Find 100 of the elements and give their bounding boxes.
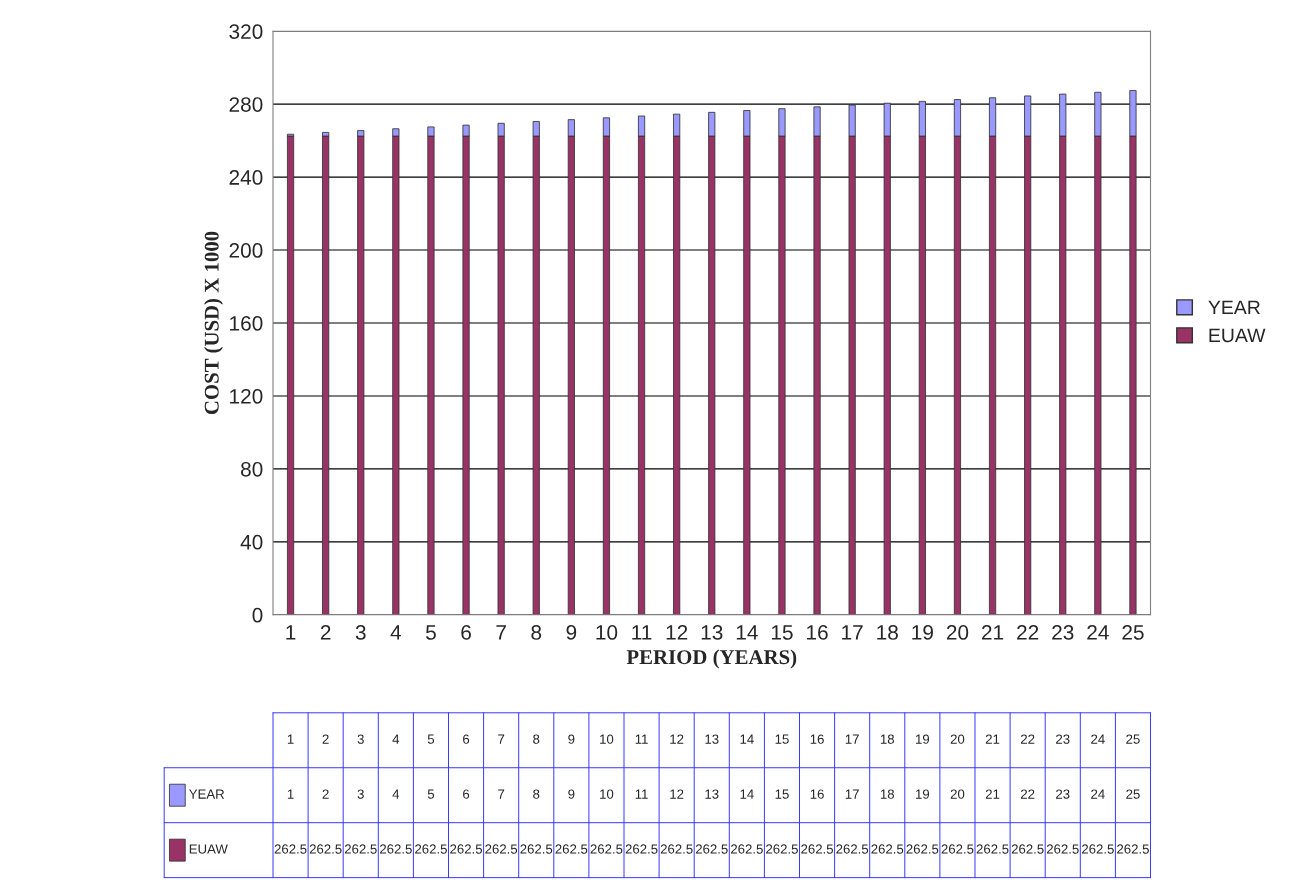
data-label: 262.5 — [660, 844, 693, 854]
y-tick-label: 200 — [229, 243, 263, 258]
data-label: 7 — [498, 734, 505, 744]
category-label: 14 — [740, 789, 754, 799]
y-tick-label: 40 — [240, 534, 263, 550]
x-tick-label: 7 — [496, 625, 506, 640]
data-label: 10 — [600, 734, 614, 744]
y-tick-label: 160 — [230, 315, 263, 331]
x-tick-label: 17 — [842, 625, 863, 640]
category-label: 7 — [498, 789, 505, 799]
category-label: 5 — [427, 789, 435, 799]
data-label: 262.5 — [976, 844, 1009, 854]
category-label: 11 — [635, 789, 648, 799]
data-label: 262.5 — [450, 844, 483, 854]
data-label: 18 — [880, 734, 895, 744]
x-tick-label: 18 — [877, 625, 898, 640]
data-label: 262.5 — [836, 844, 869, 854]
category-label: 4 — [392, 789, 400, 799]
x-tick-label: 14 — [736, 625, 758, 640]
category-label: 19 — [916, 789, 930, 799]
y-tick-label: 240 — [229, 170, 263, 185]
data-label: 20 — [950, 734, 965, 744]
data-label: 3 — [357, 734, 364, 744]
data-label: 1 — [287, 734, 294, 744]
y-axis-title: COST (USD) X 1000 — [204, 231, 223, 415]
y-tick-label: 0 — [252, 607, 263, 623]
category-label: 13 — [705, 789, 719, 799]
data-label: 17 — [845, 734, 859, 744]
category-label: 6 — [463, 789, 470, 799]
data-label: 262.5 — [555, 844, 588, 854]
x-tick-label: 24 — [1087, 625, 1109, 640]
x-tick-label: 12 — [666, 625, 688, 640]
data-label: 262.5 — [871, 844, 904, 854]
x-tick-label: 19 — [912, 625, 933, 640]
x-tick-label: 11 — [632, 625, 652, 640]
x-tick-label: 9 — [566, 625, 577, 640]
data-label: 262.5 — [485, 844, 518, 854]
category-label: 23 — [1056, 789, 1070, 799]
category-label: 3 — [357, 789, 364, 799]
text: EUAW — [189, 844, 228, 854]
category-label: 22 — [1020, 789, 1035, 799]
data-label: 262.5 — [801, 844, 834, 854]
category-label: 12 — [670, 789, 684, 799]
y-tick-label: 80 — [241, 461, 263, 477]
text: YEAR — [189, 789, 225, 799]
data-label: 9 — [568, 734, 575, 744]
x-tick-label: 13 — [701, 625, 723, 640]
data-label: 14 — [740, 734, 754, 744]
data-label: 8 — [533, 734, 540, 744]
category-label: 9 — [568, 789, 575, 799]
category-label: 16 — [810, 789, 824, 799]
data-label: 262.5 — [344, 844, 377, 854]
category-label: 25 — [1126, 789, 1140, 799]
bar — [322, 135, 330, 615]
data-label: 22 — [1020, 734, 1035, 744]
data-label: 262.5 — [309, 844, 342, 854]
x-axis-title: PERIOD (YEARS) — [626, 649, 797, 669]
data-label: 262.5 — [1082, 844, 1114, 854]
data-label: 262.5 — [1011, 844, 1044, 854]
bar — [286, 135, 295, 615]
data-label: 16 — [810, 734, 824, 744]
category-label: 8 — [533, 789, 540, 799]
x-tick-label: 3 — [355, 625, 366, 640]
x-tick-label: 2 — [320, 625, 331, 640]
data-label: 24 — [1091, 734, 1105, 744]
data-label: 4 — [392, 734, 400, 744]
x-tick-label: 21 — [982, 625, 1004, 640]
data-label: 262.5 — [941, 844, 974, 854]
x-tick-label: 1 — [286, 625, 296, 640]
data-label: 262.5 — [380, 844, 412, 854]
y-tick-label: 120 — [230, 388, 263, 404]
x-tick-label: 8 — [531, 625, 542, 640]
category-label: 17 — [845, 789, 859, 799]
data-label: 2 — [322, 734, 329, 744]
data-label: 6 — [463, 734, 470, 744]
y-tick-label: 280 — [229, 97, 263, 112]
data-label: 262.5 — [625, 844, 658, 854]
x-tick-label: 4 — [390, 625, 402, 640]
data-label: 262.5 — [1117, 844, 1149, 854]
x-tick-label: 6 — [461, 625, 471, 640]
x-tick-label: 22 — [1017, 625, 1039, 640]
y-tick-label: 320 — [229, 24, 263, 39]
data-label: 11 — [635, 734, 648, 744]
data-label: 262.5 — [695, 844, 728, 854]
x-tick-label: 20 — [946, 625, 969, 640]
legend-label: YEAR — [1208, 300, 1260, 315]
data-label: 262.5 — [906, 844, 939, 854]
x-tick-label: 16 — [807, 625, 828, 640]
legend-label: EUAW — [1209, 328, 1266, 343]
data-label: 25 — [1126, 734, 1140, 744]
category-label: 20 — [950, 789, 965, 799]
x-tick-label: 25 — [1122, 625, 1144, 640]
x-tick-label: 10 — [596, 625, 618, 640]
data-label: 21 — [985, 734, 1000, 744]
data-label: 15 — [775, 734, 789, 744]
data-label: 262.5 — [1046, 844, 1079, 854]
x-tick-label: 5 — [425, 625, 436, 640]
data-label: 19 — [916, 734, 930, 744]
x-tick-label: 23 — [1052, 625, 1074, 640]
data-label: 262.5 — [590, 844, 623, 854]
